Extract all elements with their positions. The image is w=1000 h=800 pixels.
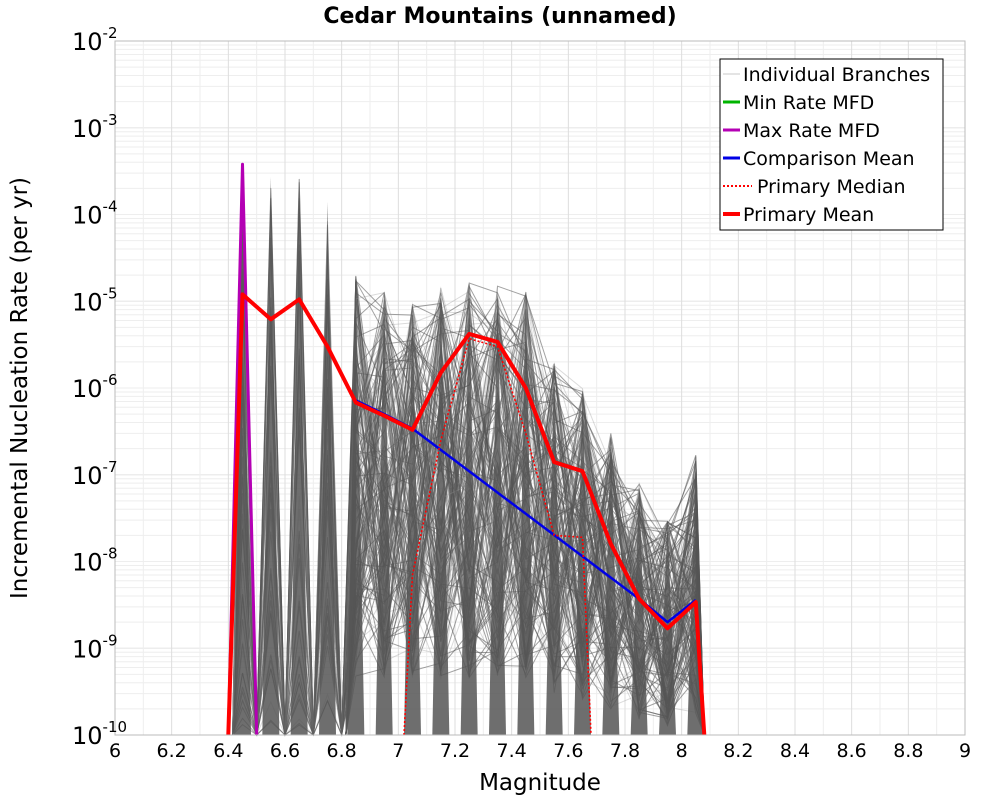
x-tick-label: 7.6 [553, 740, 583, 762]
series-line-primary-mean [226, 292, 707, 736]
x-tick-label: 6.6 [270, 740, 300, 762]
legend-label: Individual Branches [743, 64, 930, 86]
x-tick-label: 6.2 [157, 740, 187, 762]
legend-label: Primary Median [757, 176, 906, 198]
legend-label: Max Rate MFD [743, 120, 880, 142]
x-tick-label: 6 [109, 740, 121, 762]
legend: Individual Branches Min Rate MFD Max Rate … [719, 58, 944, 231]
y-tick-label: 10-5 [72, 284, 118, 316]
branch-spike [545, 361, 563, 735]
x-tick-label: 7.8 [610, 740, 640, 762]
y-tick-labels: 10-2 10-3 10-4 10-5 10-6 10-7 10-8 10-9 10-10 [72, 24, 127, 750]
branch-spike [375, 291, 393, 735]
branch-spike [460, 281, 478, 735]
branch-spike [489, 285, 506, 735]
plot-area-border [114, 40, 966, 736]
y-tick-label: 10-2 [72, 24, 118, 56]
y-tick-label: 10-6 [72, 371, 118, 403]
y-axis-label: Incremental Nucleation Rate (per yr) [7, 177, 33, 599]
y-tick-label: 10-3 [72, 111, 118, 143]
branch-spike [234, 162, 251, 735]
y-tick-label: 10-8 [72, 545, 118, 577]
x-tick-label: 6.8 [327, 740, 357, 762]
x-tick-label: 8.2 [723, 740, 753, 762]
x-tick-label: 7.4 [497, 740, 527, 762]
branch-line [345, 291, 705, 736]
chart-title: Cedar Mountains (unnamed) [323, 4, 676, 29]
x-axis-label: Magnitude [479, 770, 601, 796]
x-tick-label: 8.6 [837, 740, 867, 762]
series-lines [226, 162, 707, 736]
branch-spike [319, 201, 336, 736]
branch-spike [347, 275, 365, 735]
series-line-primary-median [403, 337, 592, 736]
x-tick-label: 6.4 [213, 740, 243, 762]
x-tick-label: 7.2 [440, 740, 470, 762]
y-tick-label: 10-7 [72, 458, 118, 490]
branch-spike [630, 483, 648, 735]
branch-spike [432, 285, 450, 735]
branch-spike [290, 177, 308, 735]
x-tick-label: 9 [959, 740, 971, 762]
legend-label: Primary Mean [743, 204, 874, 226]
y-tick-label: 10-10 [72, 718, 127, 750]
x-tick-label: 8 [676, 740, 688, 762]
x-tick-label: 8.8 [893, 740, 923, 762]
branch-spike [404, 301, 421, 735]
y-tick-label: 10-9 [72, 631, 118, 663]
x-tick-label: 7 [392, 740, 404, 762]
branch-spike [602, 433, 620, 735]
legend-box [719, 58, 944, 231]
legend-label: Comparison Mean [743, 148, 915, 170]
x-tick-labels: 6 6.2 6.4 6.6 6.8 7 7.2 7.4 7.6 7.8 8 8.2 8.4 8.6 8.8 9 [109, 740, 971, 762]
branch-spike [262, 177, 280, 735]
x-tick-label: 8.4 [780, 740, 810, 762]
y-tick-label: 10-4 [72, 198, 118, 230]
legend-label: Min Rate MFD [743, 92, 874, 114]
